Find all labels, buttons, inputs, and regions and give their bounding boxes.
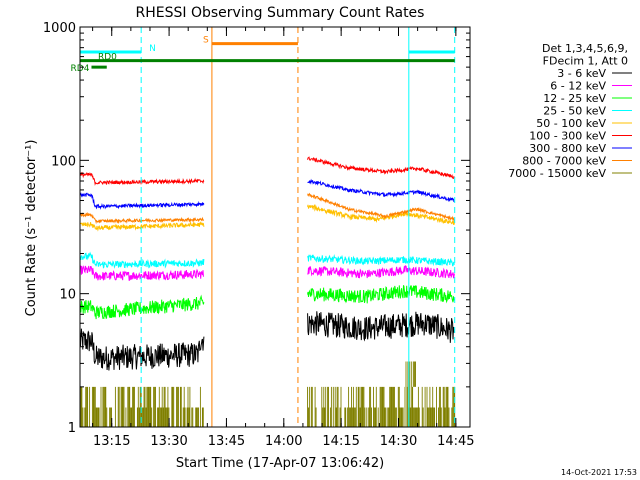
- series-100-300-kev: [79, 156, 455, 186]
- marker-label-2: S: [203, 36, 209, 46]
- y-axis-label: Count Rate (s⁻¹ detector⁻¹): [24, 140, 39, 317]
- legend-entry-0: 3 - 6 keV: [557, 67, 606, 80]
- axes: 1 10 100 1000 13:15 13:30 13:45 14:00 14:15 14:30…: [43, 21, 475, 449]
- marker-rd-3: RD0: [80, 53, 455, 63]
- x-tick-label-1: 13:30: [150, 434, 187, 449]
- series-3-6-kev: [79, 311, 455, 371]
- x-tick-label-0: 13:15: [93, 434, 130, 449]
- y-tick-label-2: 100: [51, 154, 76, 169]
- footer-date: 14-Oct-2021 17:53: [561, 468, 637, 477]
- series-800-7000-kev: [79, 192, 455, 225]
- series-12-25-kev: [79, 284, 455, 320]
- legend-entry-8: 7000 - 15000 keV: [508, 167, 606, 180]
- x-tick-label-3: 14:00: [265, 434, 302, 449]
- x-tick-label-4: 14:15: [322, 434, 359, 449]
- marker-saa-2: S: [203, 27, 299, 427]
- y-tick-label-0: 1: [68, 421, 76, 436]
- x-tick-label-2: 13:45: [208, 434, 245, 449]
- legend-entry-6: 300 - 800 keV: [529, 142, 606, 155]
- x-tick-label-5: 14:30: [380, 434, 417, 449]
- legend-header-0: Det 1,3,4,5,6,9,: [542, 42, 628, 55]
- marker-label-3: RD0: [98, 53, 117, 63]
- chart-title: RHESSI Observing Summary Count Rates: [136, 5, 425, 21]
- axes-frame: [79, 26, 471, 428]
- legend-entry-7: 800 - 7000 keV: [522, 155, 606, 168]
- legend-entry-3: 25 - 50 keV: [543, 105, 606, 118]
- legend-entry-4: 50 - 100 keV: [536, 117, 606, 130]
- x-tick-label-6: 14:45: [437, 434, 474, 449]
- y-tick-label-3: 1000: [43, 21, 76, 36]
- legend-header-1: FDecim 1, Att 0: [543, 55, 628, 68]
- marker-night-0: N: [80, 27, 156, 427]
- series-6-12-kev: [79, 265, 455, 281]
- marker-label-0: N: [149, 44, 156, 54]
- legend: Det 1,3,4,5,6,9,FDecim 1, Att 03 - 6 keV…: [508, 42, 632, 180]
- legend-entry-5: 100 - 300 keV: [529, 130, 606, 143]
- y-tick-label-1: 10: [59, 288, 76, 303]
- series-25-50-kev: [79, 251, 455, 269]
- x-axis-label: Start Time (17-Apr-07 13:06:42): [176, 456, 384, 471]
- legend-entry-1: 6 - 12 keV: [550, 80, 606, 93]
- legend-entry-2: 12 - 25 keV: [543, 92, 606, 105]
- marker-night-1: [408, 27, 456, 427]
- series-300-800-kev: [79, 178, 455, 210]
- series-50-100-kev: [79, 203, 455, 232]
